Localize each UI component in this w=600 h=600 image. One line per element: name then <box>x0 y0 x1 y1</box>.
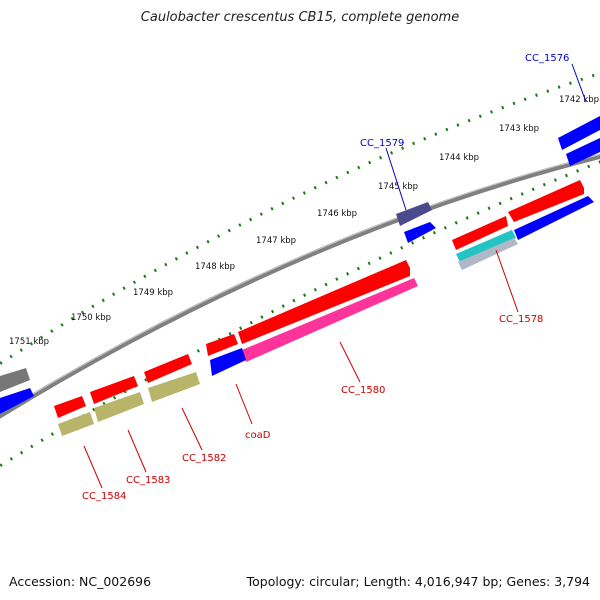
leader-cc1584 <box>83 445 103 489</box>
inner-scale-track <box>0 160 600 468</box>
label-cc1580: CC_1580 <box>341 385 385 396</box>
gene-blue-coaD <box>210 348 246 376</box>
label-cc1579: CC_1579 <box>360 138 404 149</box>
reverse-strand-genes <box>58 230 518 436</box>
gene-cc1579-upper <box>396 202 432 226</box>
leader-cc1582 <box>181 407 203 451</box>
label-cc1582: CC_1582 <box>182 453 226 464</box>
forward-strand-genes <box>0 116 600 418</box>
gene-red-right-1 <box>508 180 584 222</box>
gene-red-right-2 <box>452 216 508 250</box>
gene-olive-cc1583 <box>94 392 144 422</box>
gene-grey-cc1578 <box>458 238 518 270</box>
leader-cc1578 <box>495 249 519 313</box>
gene-cc1576-lower <box>566 138 600 166</box>
gene-labels: CC_1576 CC_1579 CC_1578 CC_1580 coaD CC_… <box>82 53 569 502</box>
gene-olive-cc1584 <box>58 412 94 436</box>
scale-labels: 1742 kbp 1743 kbp 1744 kbp 1745 kbp 1746… <box>9 95 599 347</box>
gene-cyan-cc1578 <box>456 230 516 262</box>
scale-label-1742: 1742 kbp <box>559 95 599 105</box>
leader-cc1576 <box>571 63 587 103</box>
label-cc1578: CC_1578 <box>499 314 543 325</box>
leader-cc1579 <box>385 147 407 211</box>
leader-cc1583 <box>127 429 147 473</box>
scale-label-1745: 1745 kbp <box>378 182 418 192</box>
leader-coaD <box>235 383 253 425</box>
gene-red-long <box>238 260 410 344</box>
scale-label-1747: 1747 kbp <box>256 236 296 246</box>
genome-stats-text: Topology: circular; Length: 4,016,947 bp… <box>246 574 590 589</box>
accession-text: Accession: NC_002696 <box>9 574 152 589</box>
gene-blue-left <box>0 388 34 414</box>
gene-cc1579-lower <box>404 222 436 243</box>
genome-backbone <box>0 153 600 419</box>
map-title: Caulobacter crescentus CB15, complete ge… <box>140 10 460 25</box>
label-cc1584: CC_1584 <box>82 491 126 502</box>
gene-red-cc1584 <box>54 396 86 418</box>
leader-lines <box>83 63 587 489</box>
gene-grey-left <box>0 368 30 392</box>
gene-red-cc1583 <box>90 376 138 404</box>
label-cc1583: CC_1583 <box>126 475 170 486</box>
gene-cc1576-upper <box>558 116 600 150</box>
outer-scale-track <box>0 71 600 366</box>
label-coaD: coaD <box>245 430 271 441</box>
scale-label-1751: 1751 kbp <box>9 337 49 347</box>
gene-olive-cc1582 <box>148 372 200 402</box>
gene-pink-cc1580 <box>242 278 418 362</box>
gene-red-cc1582 <box>144 354 192 383</box>
scale-label-1746: 1746 kbp <box>317 209 357 219</box>
label-cc1576: CC_1576 <box>525 53 569 64</box>
scale-label-1750: 1750 kbp <box>71 313 111 323</box>
leader-cc1580 <box>339 341 361 383</box>
scale-label-1748: 1748 kbp <box>195 262 235 272</box>
scale-label-1744: 1744 kbp <box>439 153 479 163</box>
gene-blue-right-1 <box>514 196 594 240</box>
scale-label-1749: 1749 kbp <box>133 288 173 298</box>
gene-red-coaD <box>206 334 238 356</box>
scale-label-1743: 1743 kbp <box>499 124 539 134</box>
